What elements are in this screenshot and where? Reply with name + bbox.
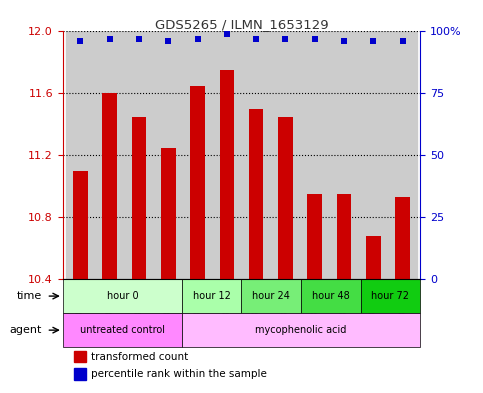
Text: transformed count: transformed count — [91, 352, 189, 362]
Text: untreated control: untreated control — [80, 325, 165, 335]
Point — [106, 36, 114, 42]
Bar — [66, 31, 95, 279]
Bar — [366, 236, 381, 279]
Bar — [361, 279, 420, 313]
Bar — [337, 194, 351, 279]
Point — [76, 38, 84, 44]
Text: hour 48: hour 48 — [312, 291, 350, 301]
Point — [252, 36, 260, 42]
Text: hour 72: hour 72 — [371, 291, 410, 301]
Bar — [132, 117, 146, 279]
Bar — [161, 147, 176, 279]
Bar — [73, 351, 86, 362]
Text: time: time — [17, 291, 42, 301]
Point — [223, 31, 231, 37]
Bar — [329, 31, 359, 279]
Point — [164, 38, 172, 44]
Text: hour 0: hour 0 — [107, 291, 138, 301]
Bar — [63, 313, 182, 347]
Point — [194, 36, 201, 42]
Bar — [63, 279, 182, 313]
Bar — [124, 31, 154, 279]
Bar — [212, 31, 242, 279]
Point — [369, 38, 377, 44]
Bar — [307, 194, 322, 279]
Text: agent: agent — [10, 325, 42, 335]
Point — [311, 36, 319, 42]
Point — [282, 36, 289, 42]
Bar — [388, 31, 417, 279]
Bar — [220, 70, 234, 279]
Bar — [359, 31, 388, 279]
Bar — [242, 279, 301, 313]
Bar — [102, 94, 117, 279]
Bar — [271, 31, 300, 279]
Bar — [182, 313, 420, 347]
Bar — [249, 109, 263, 279]
Bar — [242, 31, 271, 279]
Text: percentile rank within the sample: percentile rank within the sample — [91, 369, 267, 379]
Bar — [301, 279, 361, 313]
Text: hour 24: hour 24 — [252, 291, 290, 301]
Point — [399, 38, 407, 44]
Bar — [300, 31, 329, 279]
Text: GDS5265 / ILMN_1653129: GDS5265 / ILMN_1653129 — [155, 18, 328, 31]
Point — [340, 38, 348, 44]
Bar — [278, 117, 293, 279]
Text: mycophenolic acid: mycophenolic acid — [256, 325, 347, 335]
Bar — [154, 31, 183, 279]
Bar — [95, 31, 124, 279]
Point — [135, 36, 143, 42]
Bar — [190, 86, 205, 279]
Bar — [73, 367, 86, 380]
Bar — [395, 197, 410, 279]
Bar — [182, 279, 242, 313]
Text: hour 12: hour 12 — [193, 291, 231, 301]
Bar — [183, 31, 212, 279]
Bar — [73, 171, 88, 279]
